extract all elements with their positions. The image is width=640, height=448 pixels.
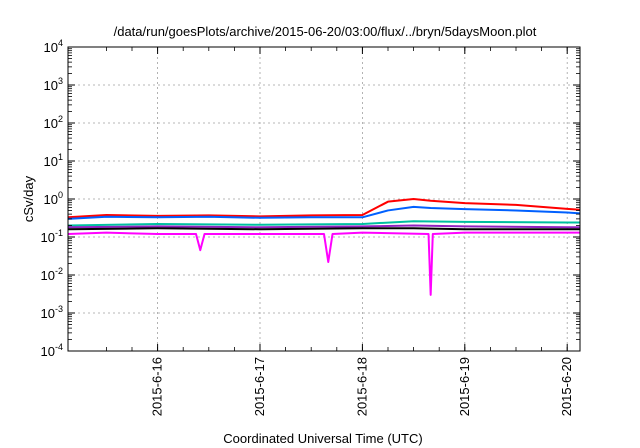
series-layer: [67, 198, 581, 296]
y-tick-label: 102: [44, 114, 63, 131]
series-line-6: [67, 231, 580, 296]
chart-title: /data/run/goesPlots/archive/2015-06-20/0…: [114, 24, 537, 39]
x-tick-label: 2015-6-17: [252, 357, 267, 416]
y-tick-labels: 10-4 10-3 10-2 10-1 100 101 102 103 104: [41, 38, 63, 359]
y-tick-label: 10-2: [41, 266, 63, 283]
series-line-5: [67, 227, 580, 231]
x-tick-label: 2015-6-19: [457, 357, 472, 416]
y-tick-label: 104: [44, 38, 63, 55]
x-tick-label: 2015-6-16: [150, 357, 165, 416]
y-axis-label: cSv/day: [21, 175, 36, 222]
axis-ticks: [68, 46, 580, 352]
series-line-2: [67, 205, 581, 220]
series-line-1: [67, 198, 581, 219]
y-tick-label: 10-1: [41, 228, 63, 245]
y-tick-label: 10-4: [41, 342, 63, 359]
x-tick-labels: 2015-6-16 2015-6-17 2015-6-18 2015-6-19 2015…: [150, 357, 575, 416]
grid-lines: [68, 47, 580, 351]
x-tick-label: 2015-6-20: [559, 357, 574, 416]
y-tick-label: 103: [44, 76, 63, 93]
y-tick-label: 100: [44, 190, 63, 207]
series-line-4: [67, 224, 580, 229]
series-line-3: [67, 220, 580, 227]
x-axis-label: Coordinated Universal Time (UTC): [223, 431, 422, 446]
x-tick-label: 2015-6-18: [354, 357, 369, 416]
y-tick-label: 10-3: [41, 304, 63, 321]
y-tick-label: 101: [44, 152, 63, 169]
